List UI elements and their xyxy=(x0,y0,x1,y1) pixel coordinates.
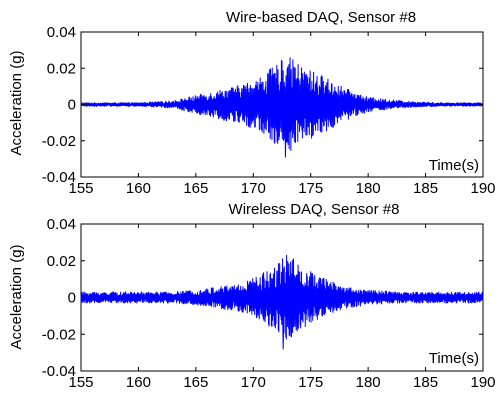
y-tick-label: 0.04 xyxy=(47,216,76,233)
x-tick-label: 155 xyxy=(68,374,93,391)
y-tick-label: 0.02 xyxy=(47,253,76,270)
y-tick-label: -0.04 xyxy=(42,363,76,380)
x-tick-label: 180 xyxy=(356,374,381,391)
y-tick-label: 0.02 xyxy=(47,60,76,77)
x-tick-label: 170 xyxy=(241,374,266,391)
axis-ticks: 155 160 165 170 175 180 185 190 0.04 0.02 0 -0.02 -0… xyxy=(42,216,496,391)
x-tick-label: 175 xyxy=(298,180,323,197)
x-tick-label: 175 xyxy=(298,374,323,391)
x-tick-label: 180 xyxy=(356,180,381,197)
x-tick-label: 190 xyxy=(470,180,495,197)
x-tick-label: 185 xyxy=(413,374,438,391)
axis-ticks: 155 160 165 170 175 180 185 190 0.04 0.02 0 -0.02 -0… xyxy=(42,24,496,197)
x-axis-label: Time(s) xyxy=(429,157,479,174)
x-tick-label: 160 xyxy=(126,180,151,197)
x-tick-label: 170 xyxy=(241,180,266,197)
x-tick-label: 160 xyxy=(126,374,151,391)
y-axis-label: Acceleration (g) xyxy=(8,50,25,155)
x-tick-label: 185 xyxy=(413,180,438,197)
chart-title: Wire-based DAQ, Sensor #8 xyxy=(226,9,416,26)
y-tick-label: -0.02 xyxy=(42,326,76,343)
x-tick-label: 190 xyxy=(470,374,495,391)
plot-wireless: Wireless DAQ, Sensor #8 Acceleration (g)… xyxy=(8,201,496,391)
y-tick-label: 0 xyxy=(68,97,76,114)
series-group xyxy=(80,254,484,350)
x-tick-label: 165 xyxy=(183,374,208,391)
acceleration-series-line xyxy=(80,57,484,158)
y-tick-label: -0.04 xyxy=(42,169,76,186)
y-axis-label: Acceleration (g) xyxy=(8,244,25,349)
y-tick-label: 0.04 xyxy=(47,24,76,41)
chart-title: Wireless DAQ, Sensor #8 xyxy=(229,201,400,218)
y-tick-label: 0 xyxy=(68,290,76,307)
x-tick-label: 165 xyxy=(183,180,208,197)
x-axis-label: Time(s) xyxy=(429,350,479,367)
acceleration-series-line xyxy=(80,254,484,350)
y-tick-label: -0.02 xyxy=(42,133,76,150)
x-tick-label: 155 xyxy=(68,180,93,197)
series-group xyxy=(80,57,484,158)
plot-wire-based: Wire-based DAQ, Sensor #8 Acceleration (… xyxy=(8,9,496,197)
